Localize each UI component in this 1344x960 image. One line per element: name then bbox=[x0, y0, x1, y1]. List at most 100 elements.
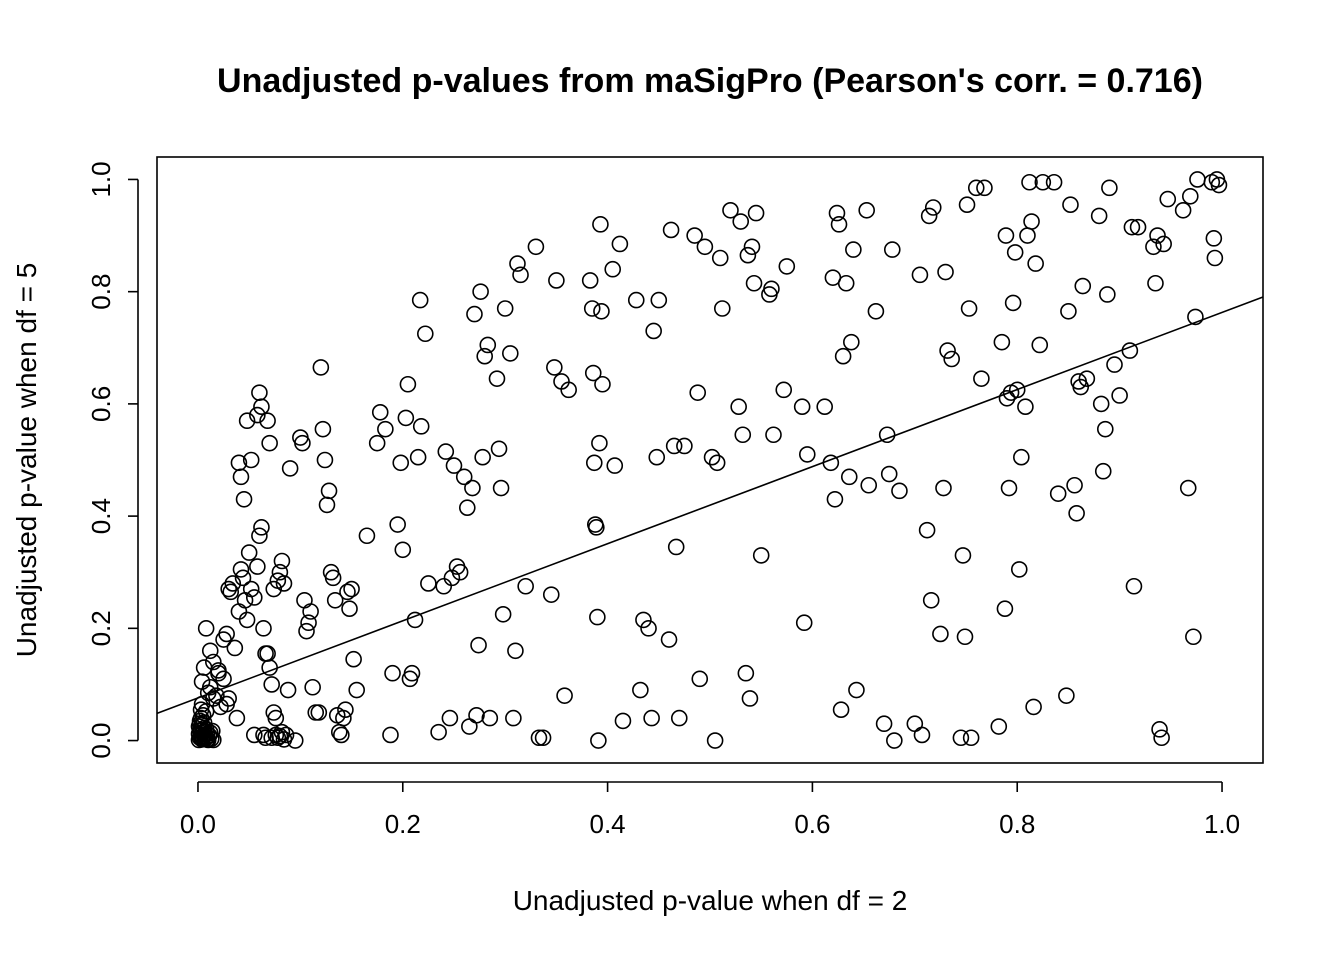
data-point bbox=[245, 589, 263, 606]
data-point bbox=[922, 591, 940, 609]
y-tick-label: 0.4 bbox=[86, 498, 116, 534]
data-point bbox=[911, 266, 929, 284]
data-point bbox=[240, 544, 258, 561]
data-point bbox=[918, 521, 936, 539]
data-point bbox=[696, 238, 714, 256]
data-point bbox=[958, 196, 976, 213]
data-point bbox=[1062, 196, 1079, 213]
data-point bbox=[1058, 687, 1075, 704]
data-point bbox=[939, 342, 956, 359]
data-point bbox=[1023, 213, 1040, 230]
data-point bbox=[251, 527, 268, 545]
data-point bbox=[880, 465, 898, 483]
data-point bbox=[1025, 698, 1042, 716]
data-point bbox=[962, 729, 980, 747]
data-point bbox=[878, 426, 896, 444]
data-point bbox=[1074, 277, 1092, 295]
data-point bbox=[333, 726, 350, 744]
data-point bbox=[830, 216, 848, 233]
data-point bbox=[606, 457, 624, 474]
data-point bbox=[488, 370, 506, 387]
data-point bbox=[739, 246, 757, 264]
x-tick-label: 1.0 bbox=[1204, 809, 1240, 839]
data-point bbox=[691, 670, 709, 688]
data-point bbox=[775, 381, 793, 399]
data-point bbox=[1145, 238, 1162, 256]
data-point bbox=[1189, 171, 1206, 188]
data-point bbox=[867, 303, 885, 320]
data-point bbox=[832, 701, 850, 718]
data-point bbox=[505, 709, 522, 727]
data-point bbox=[584, 364, 602, 382]
data-point bbox=[548, 272, 565, 289]
data-point bbox=[765, 426, 782, 444]
data-point bbox=[464, 479, 481, 497]
data-point bbox=[589, 608, 606, 626]
data-point bbox=[875, 715, 893, 733]
data-point bbox=[973, 370, 990, 387]
data-point bbox=[399, 375, 417, 393]
data-point bbox=[722, 202, 739, 219]
data-point bbox=[335, 709, 352, 727]
data-point bbox=[594, 375, 611, 393]
data-point bbox=[1006, 244, 1024, 261]
data-point bbox=[298, 622, 315, 640]
data-point bbox=[326, 591, 344, 609]
data-point bbox=[461, 718, 478, 735]
data-point bbox=[509, 255, 526, 272]
data-point bbox=[534, 729, 552, 747]
data-point bbox=[220, 690, 237, 707]
data-point bbox=[708, 454, 726, 472]
x-tick-label: 0.8 bbox=[999, 809, 1035, 839]
data-point bbox=[1101, 179, 1118, 197]
data-point bbox=[1159, 190, 1177, 208]
data-point bbox=[845, 241, 862, 258]
data-point bbox=[417, 325, 434, 343]
data-point bbox=[265, 580, 283, 598]
data-point bbox=[205, 653, 222, 671]
data-point bbox=[195, 714, 213, 731]
data-point bbox=[747, 204, 765, 222]
data-point bbox=[837, 274, 855, 292]
data-point bbox=[795, 614, 813, 632]
y-tick-label: 0.2 bbox=[86, 610, 116, 646]
data-point bbox=[527, 238, 545, 256]
data-point bbox=[1151, 721, 1168, 738]
data-point bbox=[632, 681, 649, 699]
chart-title: Unadjusted p-values from maSigPro (Pears… bbox=[217, 62, 1203, 100]
data-point bbox=[443, 569, 461, 587]
data-point bbox=[377, 420, 394, 438]
data-point bbox=[316, 451, 334, 469]
data-point bbox=[990, 718, 1008, 735]
data-point bbox=[1090, 207, 1108, 225]
data-point bbox=[451, 563, 469, 581]
data-point bbox=[583, 300, 601, 317]
data-point bbox=[648, 448, 666, 466]
data-point bbox=[643, 709, 660, 727]
data-point bbox=[662, 221, 680, 239]
data-point bbox=[741, 690, 759, 707]
data-point bbox=[743, 238, 761, 256]
data-point bbox=[234, 569, 252, 587]
data-point bbox=[389, 516, 406, 533]
regression-line bbox=[156, 296, 1264, 715]
data-point bbox=[339, 583, 356, 601]
data-point bbox=[232, 561, 250, 578]
data-point bbox=[468, 707, 485, 724]
data-point bbox=[976, 179, 993, 197]
data-point bbox=[703, 448, 721, 466]
data-point bbox=[441, 709, 459, 727]
data-point bbox=[1106, 356, 1123, 373]
data-point bbox=[337, 701, 354, 718]
data-point bbox=[232, 468, 250, 486]
data-point bbox=[412, 418, 430, 435]
data-point bbox=[220, 580, 237, 598]
data-point bbox=[1027, 255, 1044, 272]
data-point bbox=[650, 291, 668, 309]
data-point bbox=[1045, 173, 1063, 191]
data-point bbox=[665, 437, 683, 455]
data-point bbox=[320, 482, 338, 500]
data-point bbox=[737, 664, 755, 682]
data-point bbox=[205, 731, 222, 749]
y-tick-label: 1.0 bbox=[86, 161, 116, 197]
